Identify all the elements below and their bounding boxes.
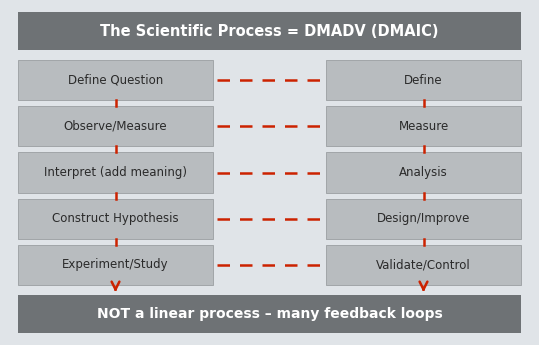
Text: The Scientific Process = DMADV (DMAIC): The Scientific Process = DMADV (DMAIC) (100, 23, 439, 39)
Bar (326, 106, 521, 146)
Text: Construct Hypothesis: Construct Hypothesis (52, 212, 179, 225)
Text: Experiment/Study: Experiment/Study (62, 258, 169, 272)
Text: Observe/Measure: Observe/Measure (64, 120, 167, 133)
Bar (18, 12, 521, 50)
Text: Define: Define (404, 73, 443, 87)
Bar (18, 106, 213, 146)
Bar (326, 245, 521, 285)
Text: Analysis: Analysis (399, 166, 448, 179)
Bar (326, 199, 521, 239)
Bar (18, 245, 213, 285)
Bar (18, 199, 213, 239)
Text: Validate/Control: Validate/Control (376, 258, 471, 272)
Text: Define Question: Define Question (68, 73, 163, 87)
Text: Interpret (add meaning): Interpret (add meaning) (44, 166, 187, 179)
Text: NOT a linear process – many feedback loops: NOT a linear process – many feedback loo… (96, 307, 443, 321)
Bar (326, 60, 521, 100)
Text: Design/Improve: Design/Improve (377, 212, 470, 225)
Bar (18, 152, 213, 193)
Text: Measure: Measure (398, 120, 448, 133)
Bar (18, 295, 521, 333)
Bar (326, 152, 521, 193)
Bar (18, 60, 213, 100)
